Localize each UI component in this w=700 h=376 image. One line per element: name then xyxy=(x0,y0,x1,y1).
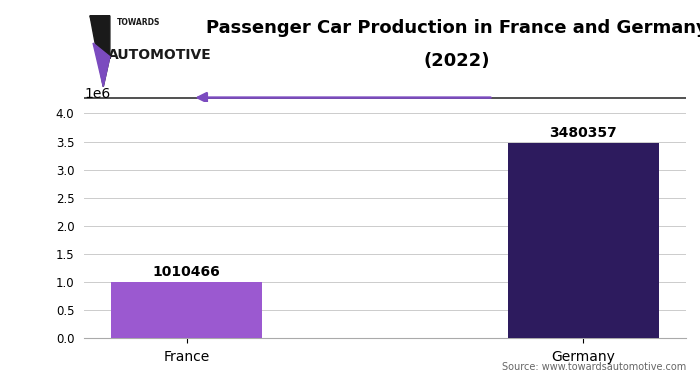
Polygon shape xyxy=(90,16,110,87)
Bar xyxy=(111,282,262,338)
Polygon shape xyxy=(93,43,110,87)
Text: 3480357: 3480357 xyxy=(550,126,617,140)
Text: (2022): (2022) xyxy=(424,52,491,70)
Text: AUTOMOTIVE: AUTOMOTIVE xyxy=(108,48,212,62)
Polygon shape xyxy=(90,16,110,57)
Text: 1010466: 1010466 xyxy=(153,265,220,279)
Text: Passenger Car Production in France and Germany: Passenger Car Production in France and G… xyxy=(206,18,700,36)
Text: TOWARDS: TOWARDS xyxy=(117,18,160,27)
Bar xyxy=(508,143,659,338)
Text: Source: www.towardsautomotive.com: Source: www.towardsautomotive.com xyxy=(502,362,686,372)
